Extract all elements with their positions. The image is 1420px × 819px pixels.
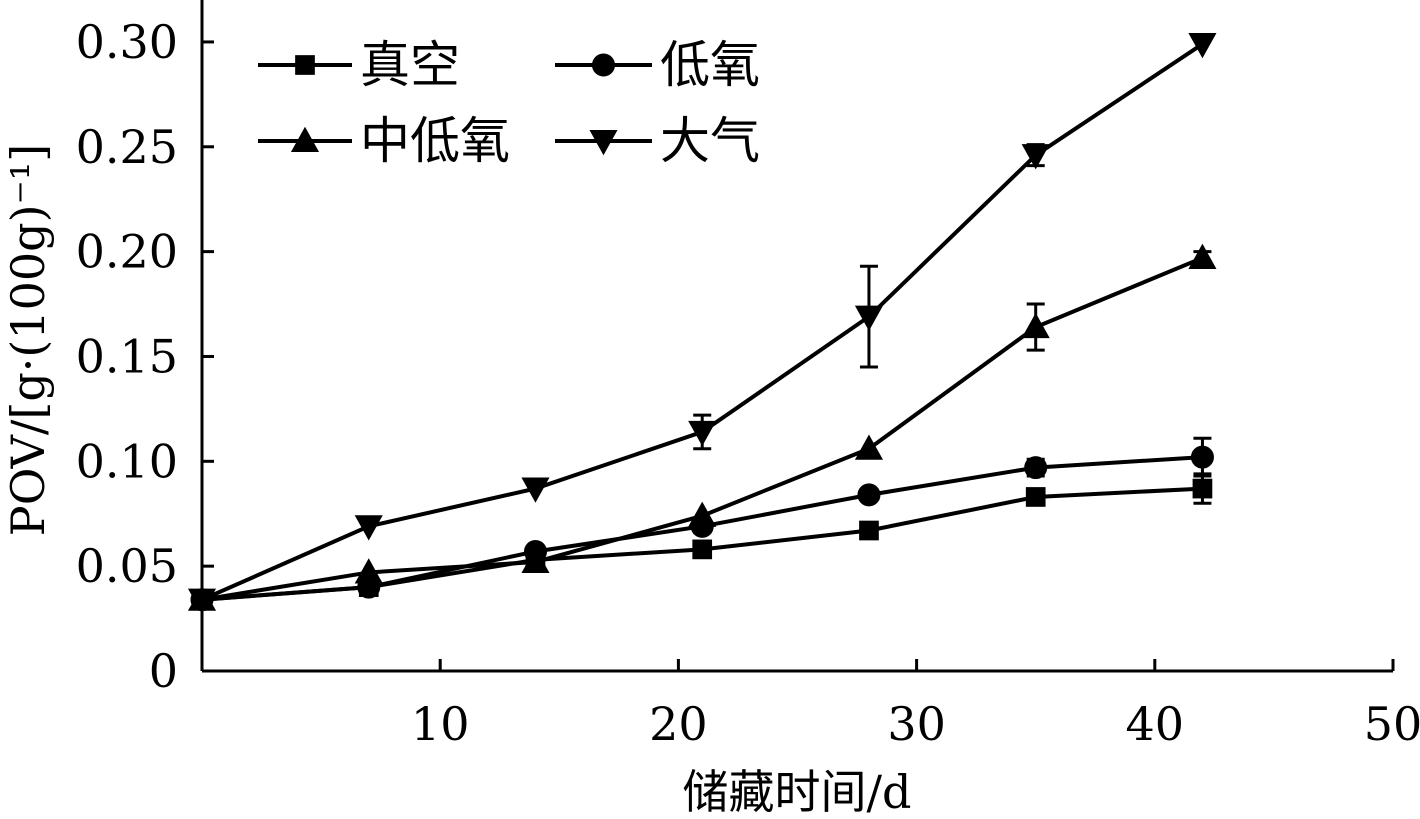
legend-marker xyxy=(295,55,315,75)
axes: 10 20 30 40 50 0 0.05 0.10 0.15 0.20 0.25 0.30 xyxy=(76,0,1420,751)
legend-marker xyxy=(592,53,615,77)
data-point xyxy=(1025,487,1046,507)
y-tick-label: 0 xyxy=(149,644,178,698)
legend-entry: 中低氧 xyxy=(258,112,510,170)
x-tick-label: 40 xyxy=(1126,697,1185,751)
data-point xyxy=(1190,445,1214,469)
x-tick-label: 20 xyxy=(649,697,708,751)
legend-marker xyxy=(290,126,320,153)
data-point xyxy=(1188,32,1217,59)
data-point xyxy=(1024,456,1048,480)
data-point xyxy=(692,539,713,560)
legend-label: 中低氧 xyxy=(360,112,510,170)
y-tick-label: 0.25 xyxy=(76,120,178,174)
legend-label: 大气 xyxy=(660,112,760,170)
y-tick-label: 0.05 xyxy=(76,539,178,593)
y-axis-label: POV/[g·(100g)⁻¹] xyxy=(1,144,55,536)
data-point xyxy=(521,547,550,574)
legend-marker xyxy=(589,129,618,156)
data-point xyxy=(859,520,879,541)
x-tick-label: 50 xyxy=(1364,697,1420,751)
legend-entry: 真空 xyxy=(258,36,460,94)
plot-area xyxy=(187,32,1217,614)
legend-entry: 低氧 xyxy=(555,36,760,94)
data-point xyxy=(688,501,717,527)
series-4 xyxy=(187,32,1217,614)
data-point xyxy=(1021,144,1050,170)
data-point xyxy=(1192,478,1213,499)
legend-label: 真空 xyxy=(360,36,460,94)
legend-label: 低氧 xyxy=(660,36,760,94)
x-tick-label: 30 xyxy=(887,697,946,751)
data-point xyxy=(688,420,717,447)
legend-entry: 大气 xyxy=(555,112,760,170)
data-point xyxy=(854,305,884,331)
data-point xyxy=(354,515,383,541)
x-tick-label: 10 xyxy=(411,697,470,751)
y-tick-label: 0.20 xyxy=(76,225,178,279)
y-tick-label: 0.15 xyxy=(76,329,178,383)
data-point xyxy=(521,477,550,503)
x-axis-label: 储藏时间/d xyxy=(683,765,912,819)
data-point xyxy=(857,483,881,507)
data-point xyxy=(187,588,217,614)
data-point xyxy=(1188,243,1217,269)
y-tick-label: 0.30 xyxy=(76,15,178,69)
data-point xyxy=(854,434,884,460)
data-point xyxy=(354,558,383,584)
data-point xyxy=(1021,312,1050,339)
y-tick-label: 0.10 xyxy=(76,434,178,488)
